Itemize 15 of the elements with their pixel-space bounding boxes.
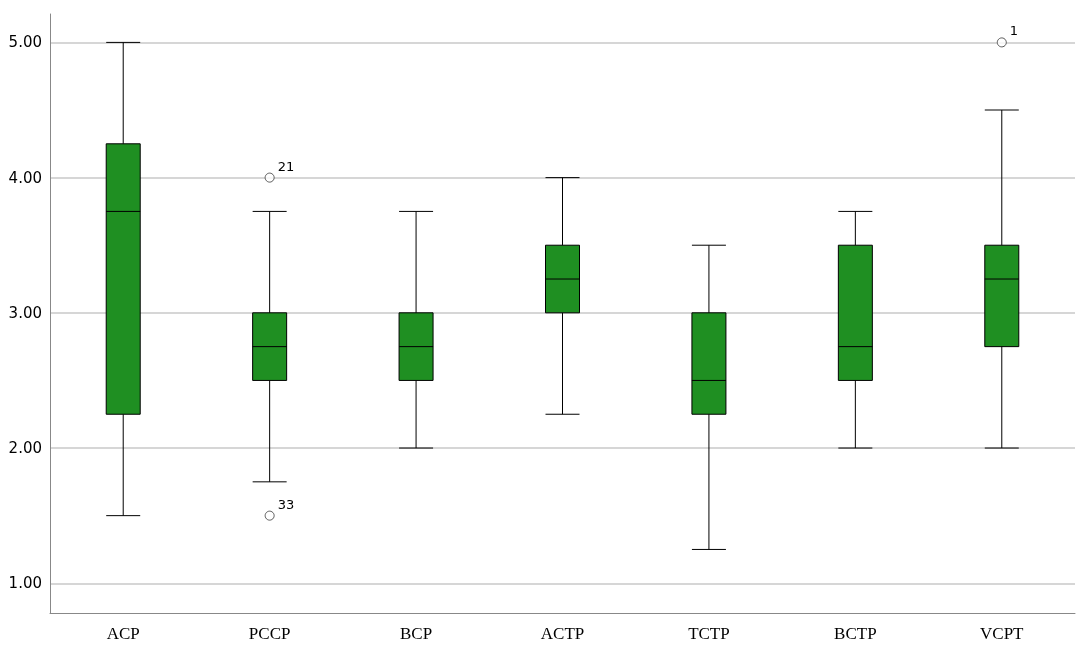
annotation: 21 (277, 158, 295, 174)
y-tick-label: 3.00 (8, 303, 42, 322)
y-tick-label: 4.00 (8, 168, 42, 187)
x-tick-label: ACP (106, 624, 140, 643)
y-tick-label: 2.00 (8, 439, 42, 458)
x-tick-label: TCTP (688, 624, 730, 643)
annotation: 1 (1009, 23, 1019, 39)
x-tick-label: BCTP (834, 624, 877, 643)
y-tick-label: 1.00 (8, 574, 42, 593)
x-tick-label: PCCP (248, 624, 291, 643)
x-tick-label: BCP (400, 624, 433, 643)
x-tick-label: ACTP (540, 624, 585, 643)
x-tick-label: VCPT (980, 624, 1025, 643)
annotation: 33 (277, 496, 295, 512)
y-tick-label: 5.00 (8, 33, 42, 52)
